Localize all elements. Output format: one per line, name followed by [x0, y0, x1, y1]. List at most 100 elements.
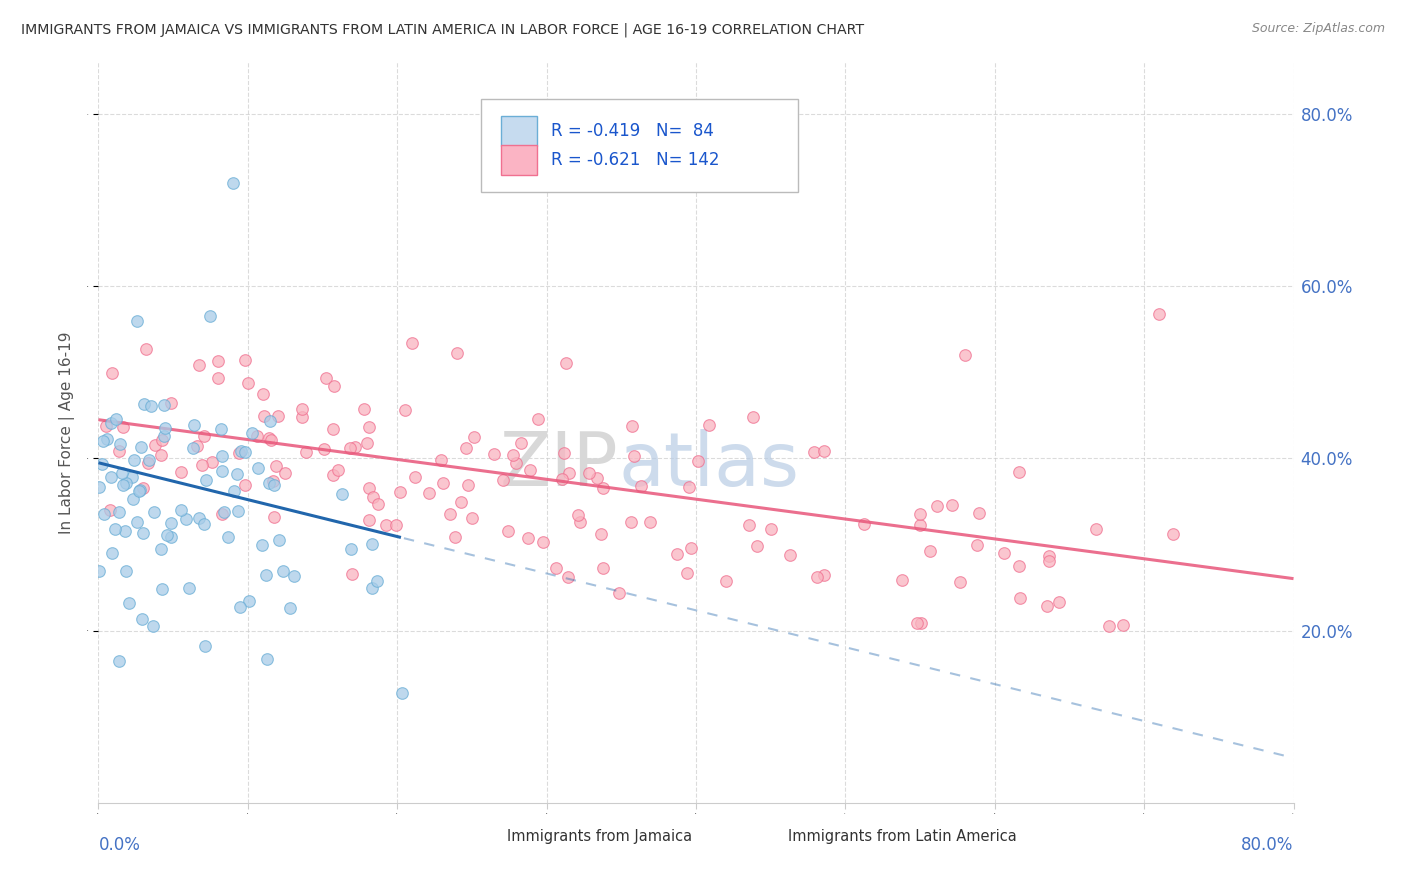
Point: [131, 481, 153, 495]
Point: [112, 478, 135, 492]
Point: [1097, 618, 1119, 632]
Point: [152, 433, 174, 447]
Point: [115, 564, 138, 578]
Point: [152, 398, 174, 412]
Point: [143, 437, 166, 451]
Point: [135, 342, 157, 356]
Point: [150, 448, 173, 462]
Point: [401, 335, 423, 350]
Point: [357, 514, 380, 528]
Point: [142, 619, 165, 633]
Point: [153, 421, 176, 435]
Point: [531, 535, 554, 549]
Point: [1038, 554, 1060, 568]
Point: [170, 503, 193, 517]
Point: [114, 476, 136, 491]
Text: 80.0%: 80.0%: [1241, 836, 1294, 855]
Point: [686, 454, 709, 468]
Point: [330, 487, 353, 501]
Point: [510, 435, 533, 450]
Point: [592, 561, 614, 575]
Point: [149, 541, 172, 556]
Point: [966, 538, 988, 552]
Point: [211, 449, 233, 463]
Point: [360, 581, 382, 595]
Point: [94, 419, 117, 434]
Point: [567, 508, 589, 522]
Point: [384, 518, 406, 533]
Point: [853, 516, 876, 531]
Point: [259, 431, 281, 445]
Point: [1112, 618, 1135, 632]
Point: [136, 456, 159, 470]
Point: [256, 652, 278, 666]
Point: [905, 615, 928, 630]
Point: [363, 490, 385, 504]
Point: [238, 594, 260, 608]
Point: [592, 481, 614, 495]
Point: [343, 440, 366, 454]
Point: [609, 586, 631, 600]
Point: [209, 421, 232, 435]
Text: ZIP: ZIP: [499, 429, 619, 502]
Point: [263, 509, 285, 524]
Point: [623, 449, 645, 463]
Point: [207, 354, 229, 368]
Point: [194, 639, 217, 653]
Point: [222, 176, 245, 190]
Point: [1036, 599, 1059, 614]
Point: [131, 612, 153, 626]
Point: [229, 444, 252, 458]
Point: [139, 399, 162, 413]
Point: [253, 409, 276, 423]
FancyBboxPatch shape: [749, 825, 776, 847]
Point: [257, 476, 280, 491]
Point: [122, 453, 145, 467]
Point: [200, 310, 222, 324]
Point: [591, 527, 613, 541]
Point: [107, 505, 129, 519]
Point: [1161, 527, 1184, 541]
Point: [948, 574, 970, 589]
Point: [918, 544, 941, 558]
Point: [394, 403, 416, 417]
Point: [1010, 591, 1032, 605]
Point: [100, 470, 122, 484]
Point: [366, 574, 388, 589]
Point: [250, 538, 273, 552]
Point: [1147, 307, 1170, 321]
Point: [454, 442, 477, 456]
Point: [247, 461, 270, 475]
Point: [502, 448, 524, 462]
Point: [201, 455, 224, 469]
Point: [160, 396, 183, 410]
Point: [463, 429, 485, 443]
Point: [195, 474, 218, 488]
Point: [129, 440, 152, 454]
Point: [1047, 595, 1070, 609]
Point: [356, 436, 378, 450]
Point: [461, 511, 484, 525]
Point: [267, 409, 290, 423]
Point: [207, 371, 229, 385]
Point: [132, 526, 155, 541]
Point: [586, 471, 609, 485]
Point: [620, 515, 643, 529]
Point: [557, 570, 579, 584]
Point: [98, 503, 121, 517]
Point: [941, 499, 963, 513]
Point: [101, 546, 124, 560]
Point: [367, 497, 389, 511]
Point: [388, 484, 411, 499]
Point: [291, 401, 314, 416]
Point: [517, 532, 540, 546]
Point: [375, 517, 398, 532]
Point: [745, 539, 768, 553]
Point: [779, 548, 801, 562]
Text: Immigrants from Jamaica: Immigrants from Jamaica: [508, 829, 692, 844]
Point: [322, 422, 344, 436]
Point: [183, 417, 205, 432]
Point: [170, 465, 193, 479]
Point: [340, 542, 363, 557]
Point: [174, 512, 197, 526]
